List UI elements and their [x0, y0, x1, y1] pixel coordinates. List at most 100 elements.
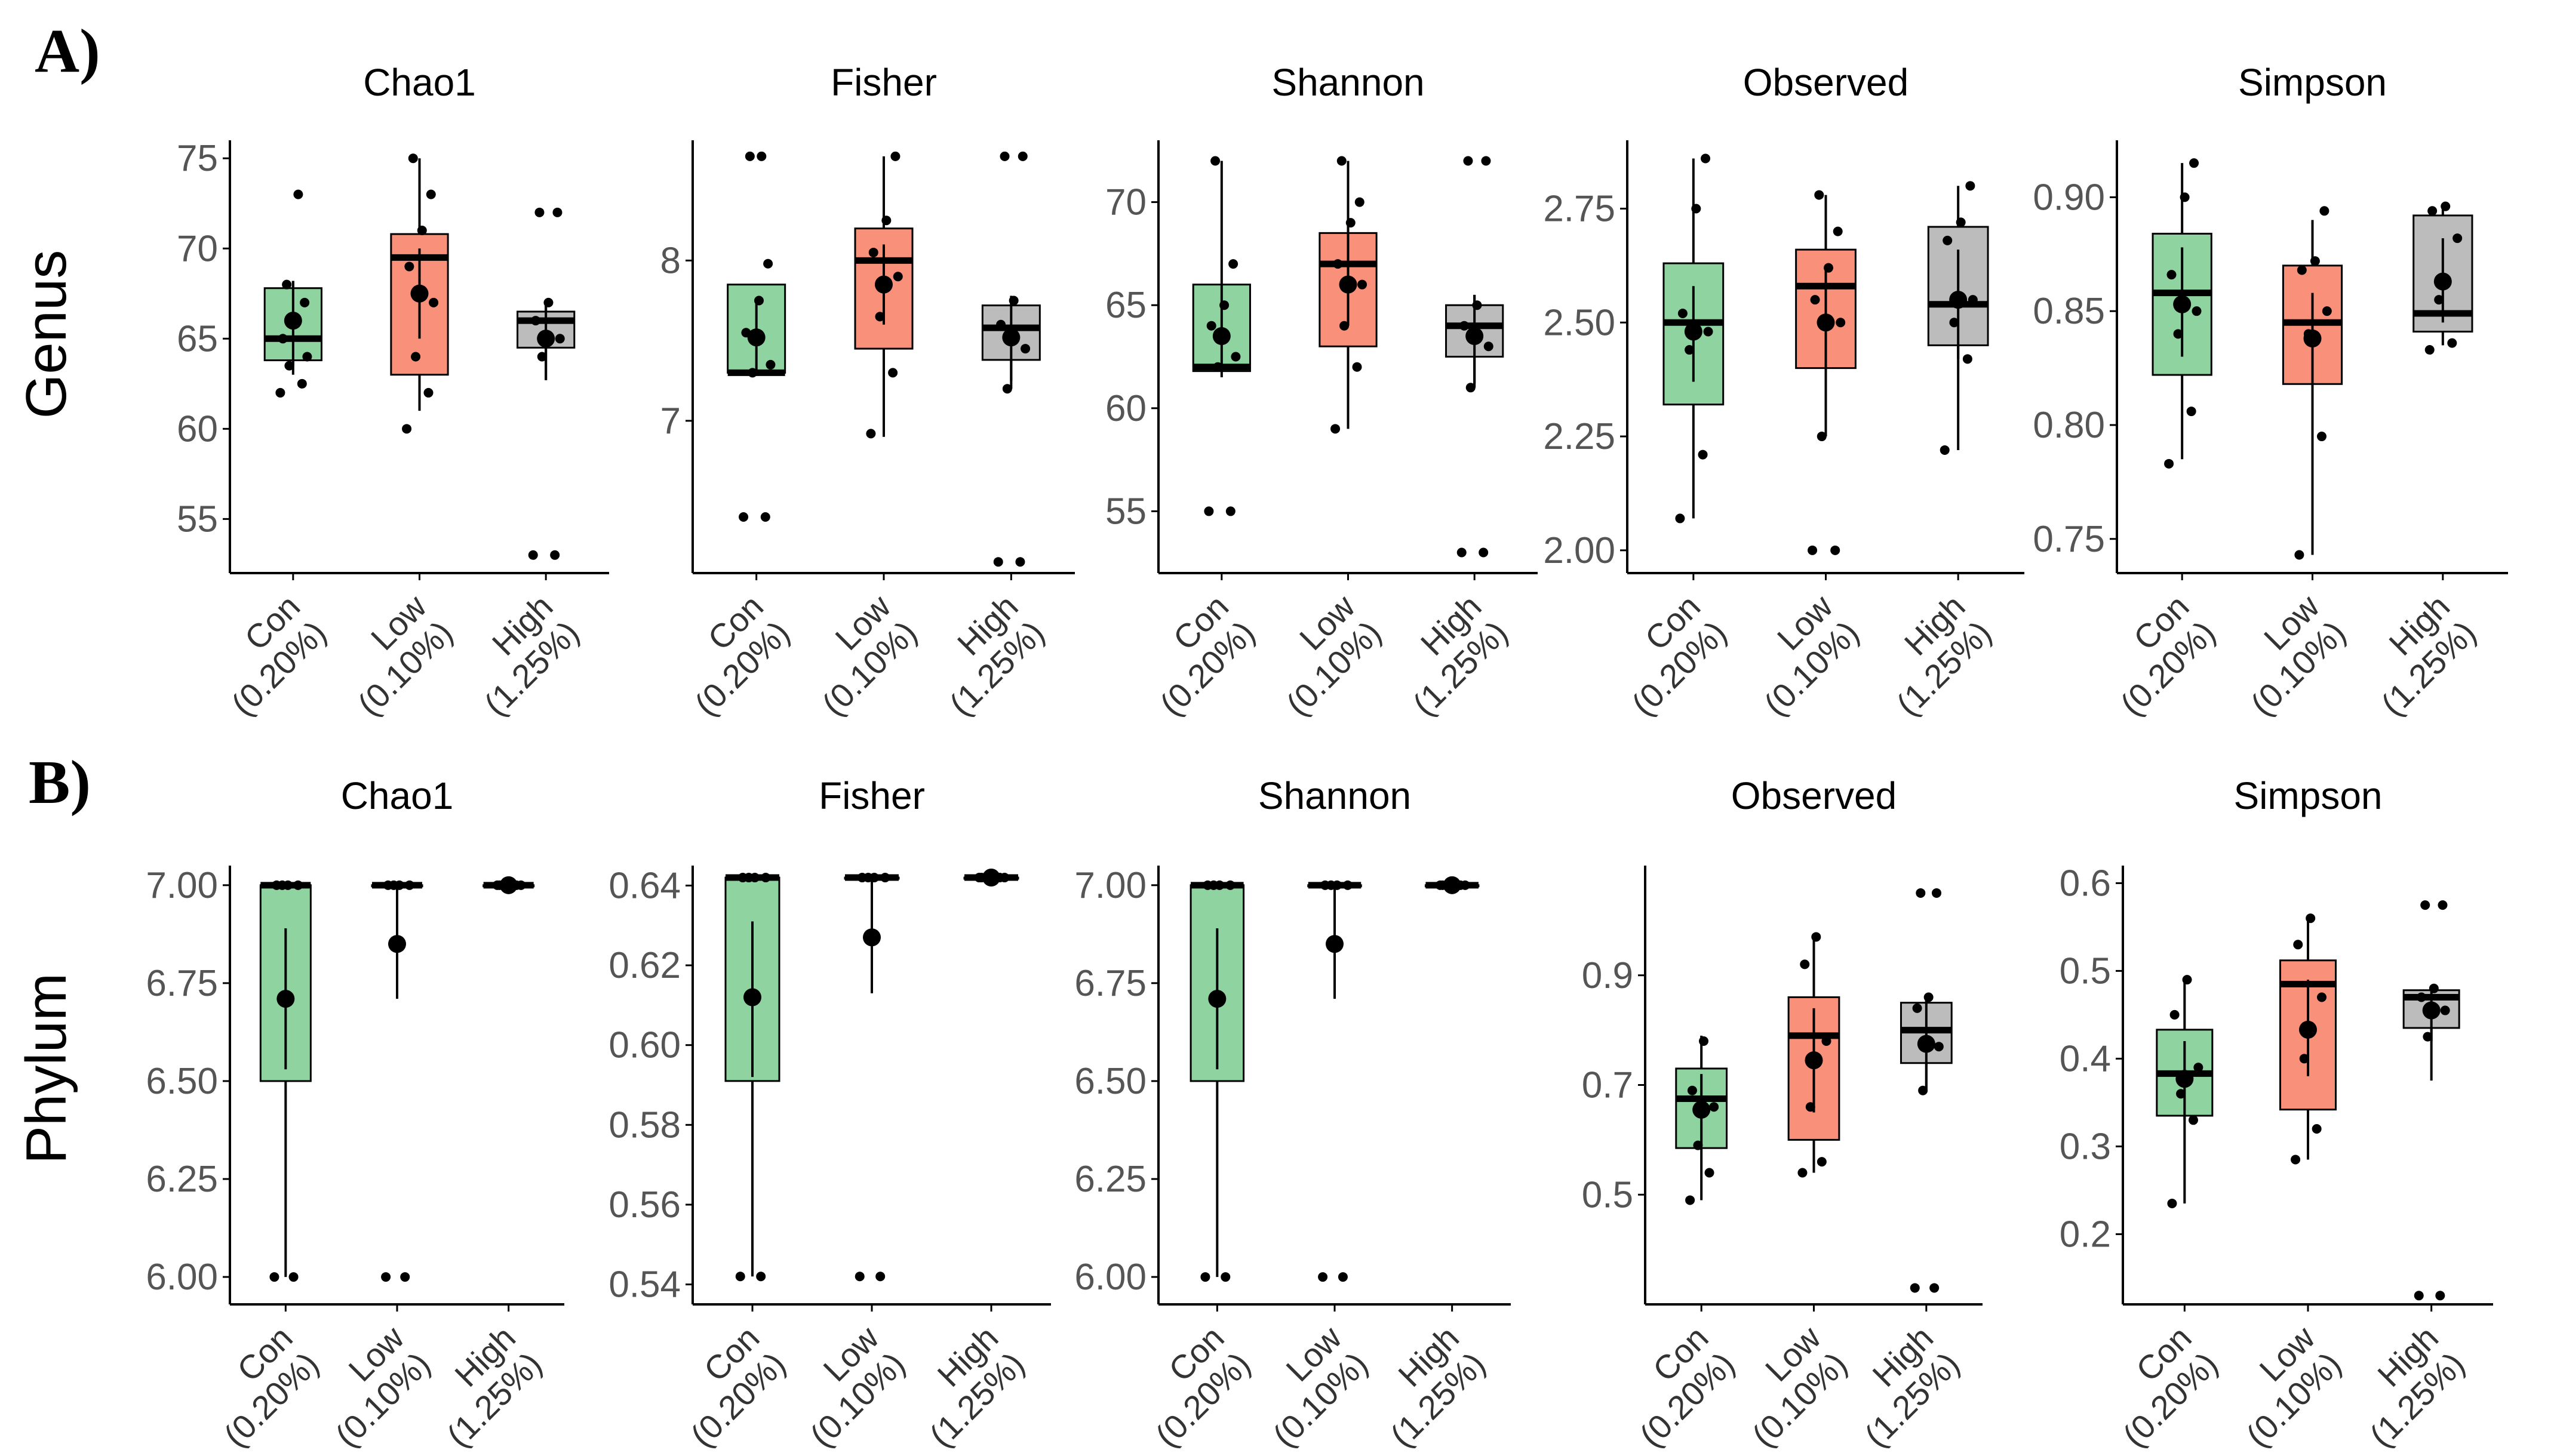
data-point: [1918, 1085, 1928, 1095]
box-group-con: [1192, 156, 1251, 516]
data-point: [2317, 992, 2327, 1002]
data-point: [2189, 158, 2199, 168]
data-point: [2164, 458, 2174, 469]
data-point: [1200, 1272, 1210, 1282]
chart-b-observed: Observed 0.5 0.7 0.9 Con(0.20%) Low(0.10%) Hig…: [1582, 774, 1983, 1454]
mean-point: [2173, 295, 2192, 313]
x-tick-label: High(1.25%): [413, 1319, 549, 1454]
data-point: [766, 359, 776, 370]
data-point: [2438, 900, 2448, 910]
data-point: [2188, 1115, 2198, 1125]
box-group-high: [482, 876, 535, 894]
box-group-low: [2279, 913, 2337, 1165]
data-point: [283, 880, 293, 890]
data-point: [763, 258, 773, 269]
mean-point: [747, 328, 766, 347]
x-tick-label: Con(0.20%): [198, 587, 333, 723]
data-point: [880, 873, 890, 883]
data-point: [1345, 218, 1356, 228]
data-point: [550, 550, 560, 560]
mean-point: [2433, 272, 2452, 291]
data-point: [1805, 1102, 1815, 1112]
y-tick-label: 6.00: [146, 1257, 218, 1298]
data-point: [555, 334, 565, 344]
data-point: [402, 424, 412, 434]
chart-title: Observed: [1731, 774, 1897, 817]
mean-point: [276, 990, 295, 1008]
x-tick-label: Con(0.20%): [190, 1319, 326, 1454]
box-group-low: [1307, 880, 1362, 1282]
y-tick-label: 60: [177, 408, 218, 450]
data-point: [1221, 1272, 1231, 1282]
y-tick-label: 7.00: [1074, 865, 1147, 906]
data-point: [1000, 151, 1010, 161]
data-point: [2423, 1032, 2433, 1042]
box-group-low: [854, 151, 914, 439]
mean-point: [1339, 275, 1357, 294]
mean-point: [410, 284, 429, 303]
data-point: [1021, 344, 1031, 354]
y-tick-label: 6.50: [1074, 1061, 1147, 1102]
data-point: [288, 1272, 299, 1282]
data-point: [761, 873, 771, 883]
data-point: [881, 216, 892, 226]
data-point: [1709, 1102, 1719, 1112]
y-tick-label: 2.50: [1543, 302, 1615, 343]
data-point: [1357, 279, 1367, 290]
mean-point: [1326, 935, 1344, 953]
data-point: [429, 297, 439, 307]
chart-title: Shannon: [1258, 774, 1411, 817]
data-point: [2193, 1063, 2203, 1073]
box-group-con: [1662, 153, 1725, 524]
data-point: [1472, 300, 1482, 310]
data-point: [1693, 1140, 1703, 1150]
y-tick-label: 0.75: [2033, 519, 2105, 560]
box-group-low: [1787, 932, 1840, 1178]
data-point: [1814, 190, 1824, 200]
data-point: [2414, 1291, 2424, 1301]
data-point: [1685, 345, 1695, 355]
data-point: [534, 207, 545, 217]
data-point: [1797, 1168, 1808, 1178]
data-point: [757, 151, 767, 161]
data-point: [1002, 384, 1012, 394]
x-tick-label: Con(0.20%): [2089, 1319, 2225, 1454]
data-point: [2420, 900, 2430, 910]
data-point: [1459, 321, 1470, 331]
data-point: [754, 295, 764, 306]
y-tick-label: 0.7: [1582, 1065, 1633, 1106]
panel-b-header: B) Phylum: [14, 748, 91, 1164]
x-tick-label: High(1.25%): [2347, 587, 2483, 723]
x-tick-label: Con(0.20%): [2086, 587, 2222, 723]
data-point: [855, 1272, 865, 1282]
mean-point: [1212, 327, 1231, 345]
data-point: [2291, 1155, 2301, 1165]
y-tick-label: 0.3: [2060, 1126, 2111, 1167]
data-point: [383, 880, 393, 890]
data-point: [1318, 1272, 1328, 1282]
data-point: [2167, 1198, 2177, 1208]
data-point: [2293, 940, 2303, 950]
x-tick-label: Low(0.10%): [1719, 1319, 1854, 1454]
data-point: [1910, 1283, 1920, 1293]
data-point: [404, 880, 414, 890]
data-point: [890, 151, 901, 161]
data-point: [1701, 153, 1711, 164]
data-point: [2169, 1009, 2180, 1020]
y-tick-label: 0.6: [2060, 863, 2111, 904]
data-point: [1965, 181, 1975, 191]
data-point: [1231, 352, 1241, 362]
data-point: [1943, 235, 1953, 245]
box-group-con: [2156, 975, 2214, 1208]
data-point: [293, 880, 303, 890]
mean-point: [1917, 1035, 1935, 1053]
box-group-high: [2412, 201, 2473, 355]
mean-point: [1465, 327, 1484, 345]
data-point: [2424, 345, 2435, 355]
data-point: [1704, 1168, 1714, 1178]
x-tick-label: High(1.25%): [1831, 1319, 1966, 1454]
data-point: [875, 312, 885, 322]
mean-point: [875, 275, 893, 294]
y-tick-label: 0.54: [608, 1264, 681, 1306]
